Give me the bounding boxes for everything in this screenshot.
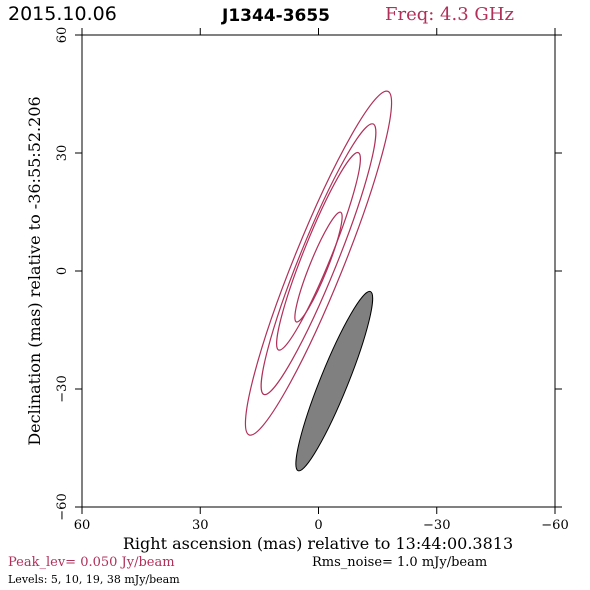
beam-ellipse <box>295 290 374 472</box>
contour-line <box>260 123 377 396</box>
x-tick-label: −60 <box>541 518 568 533</box>
x-tick-label: −30 <box>423 518 450 533</box>
y-tick-label: 60 <box>55 27 70 44</box>
x-axis-label: Right ascension (mas) relative to 13:44:… <box>123 534 513 553</box>
x-tick-labels: 60 30 0 −30 −60 <box>74 518 569 533</box>
x-tick-label: 0 <box>314 518 322 533</box>
y-tick-labels: −60 −30 0 30 60 <box>55 27 70 521</box>
contour-line <box>276 151 361 351</box>
rms-noise: Rms_noise= 1.0 mJy/beam <box>312 555 487 570</box>
y-tick-label: −30 <box>55 375 70 402</box>
contour-line <box>244 90 393 436</box>
y-tick-label: −60 <box>55 493 70 520</box>
contour-levels: Levels: 5, 10, 19, 38 mJy/beam <box>8 573 180 586</box>
peak-level: Peak_lev= 0.050 Jy/beam <box>8 555 175 570</box>
contour-line <box>294 211 343 323</box>
frequency-label: Freq: 4.3 GHz <box>385 4 514 25</box>
source-title: J1344-3655 <box>221 6 330 26</box>
beam <box>295 290 374 472</box>
observation-date: 2015.10.06 <box>8 3 117 25</box>
tick-marks <box>75 28 562 514</box>
y-tick-label: 30 <box>55 145 70 162</box>
y-axis-label: Declination (mas) relative to -36:55:52.… <box>25 96 44 445</box>
x-tick-label: 60 <box>74 518 91 533</box>
contours <box>244 90 393 436</box>
x-tick-label: 30 <box>192 518 209 533</box>
y-tick-label: 0 <box>55 267 70 275</box>
